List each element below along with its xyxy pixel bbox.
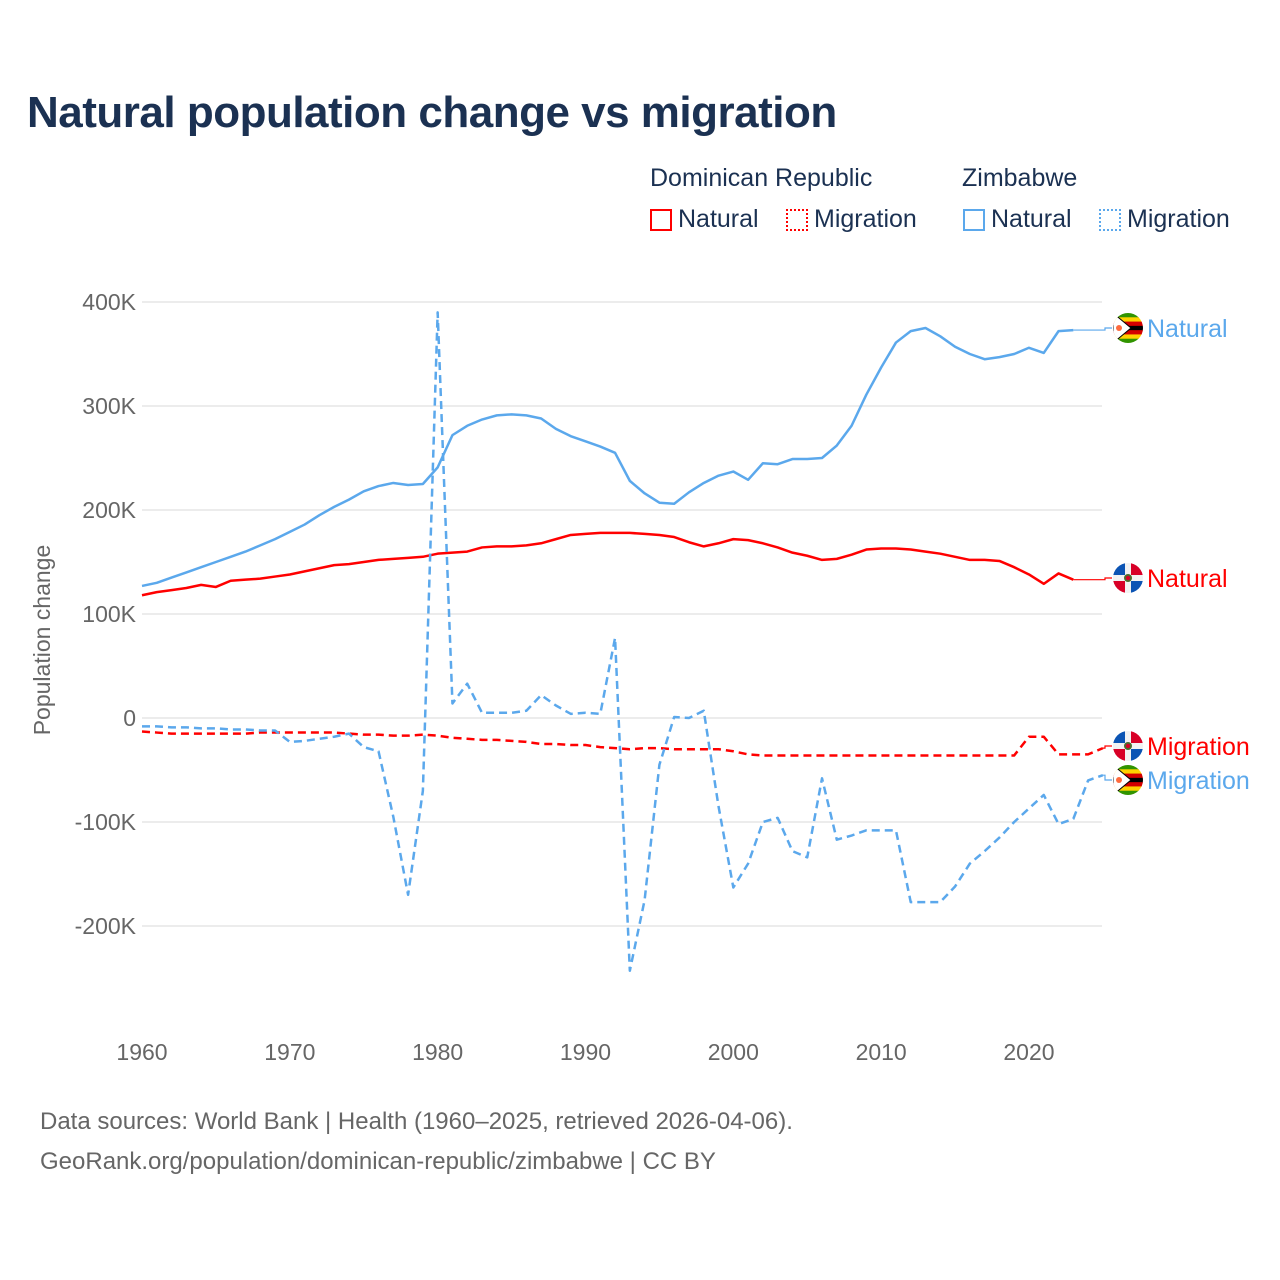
- flag-stripe: [1113, 765, 1143, 770]
- flag-quarter: [1113, 581, 1125, 593]
- label-connector: [1102, 774, 1112, 781]
- flag-stripe: [1113, 773, 1143, 779]
- x-tick-label: 2000: [708, 1039, 759, 1065]
- series-label: Natural: [1147, 315, 1228, 343]
- flag-star: [1116, 325, 1122, 331]
- flag-quarter: [1131, 731, 1143, 743]
- flag-quarter: [1131, 749, 1143, 761]
- flag-stripe: [1113, 782, 1143, 787]
- y-tick-label: 300K: [82, 393, 136, 419]
- series-line-zimbabwe-migration: [142, 311, 1104, 972]
- flag-stripe: [1113, 334, 1143, 340]
- y-tick-label: 0: [123, 705, 136, 731]
- flag-body: [1113, 313, 1143, 343]
- flag-body: [1113, 765, 1143, 795]
- legend-dr-migration[interactable]: Migration: [786, 205, 917, 234]
- flag-quarter: [1113, 749, 1125, 761]
- y-tick-label: 200K: [82, 497, 136, 523]
- legend-swatch: [963, 208, 985, 231]
- flag-quarter: [1131, 563, 1143, 575]
- flag-stripe: [1113, 330, 1143, 335]
- series-label: Natural: [1147, 565, 1228, 593]
- y-tick-label: 400K: [82, 289, 136, 315]
- series-line-dominican-republic-natural: [141, 531, 1074, 597]
- legend-dr-natural[interactable]: Natural: [650, 205, 759, 234]
- series-line-zimbabwe-natural: [141, 326, 1074, 588]
- legend-group-zimbabwe: Zimbabwe: [962, 164, 1078, 192]
- flag-body: [1113, 563, 1143, 593]
- x-tick-label: 1990: [560, 1039, 611, 1065]
- flag-stripe: [1113, 338, 1143, 343]
- legend-swatch: [1099, 208, 1121, 231]
- x-tick-label: 1960: [116, 1039, 167, 1065]
- series-label: Migration: [1147, 733, 1250, 761]
- x-tick-label: 1970: [264, 1039, 315, 1065]
- dominican-republic-flag-icon: [1113, 731, 1143, 761]
- legend-label: Migration: [814, 205, 917, 233]
- flag-emblem-center: [1125, 743, 1131, 749]
- flag-star: [1116, 777, 1122, 783]
- flag-quarter: [1113, 731, 1125, 743]
- zimbabwe-flag-icon: [1113, 313, 1143, 343]
- flag-body: [1113, 731, 1143, 761]
- legend-swatch: [650, 208, 672, 231]
- footer-link[interactable]: GeoRank.org/population/dominican-republi…: [40, 1148, 716, 1175]
- flag-quarter: [1113, 563, 1125, 575]
- dominican-republic-flag-icon: [1113, 563, 1143, 593]
- flag-stripe: [1113, 313, 1143, 318]
- flag-stripe: [1113, 321, 1143, 327]
- y-tick-label: -100K: [75, 809, 137, 835]
- x-tick-label: 2010: [856, 1039, 907, 1065]
- y-tick-label: -200K: [75, 913, 137, 939]
- flag-stripe: [1113, 317, 1143, 323]
- legend-label: Migration: [1127, 205, 1230, 233]
- legend-swatch: [786, 208, 808, 231]
- zimbabwe-flag-icon: [1113, 765, 1143, 795]
- flag-quarter: [1131, 581, 1143, 593]
- series-label: Migration: [1147, 767, 1250, 795]
- y-tick-label: 100K: [82, 601, 136, 627]
- flag-stripe: [1113, 790, 1143, 795]
- label-connector: [1073, 327, 1112, 331]
- footer-sources: Data sources: World Bank | Health (1960–…: [40, 1108, 793, 1135]
- chart-title: Natural population change vs migration: [27, 88, 837, 137]
- series-line-dominican-republic-migration: [141, 730, 1104, 757]
- legend-label: Natural: [991, 205, 1072, 233]
- legend-zw-migration[interactable]: Migration: [1099, 205, 1230, 234]
- legend-group-dominican-republic: Dominican Republic: [650, 164, 873, 192]
- x-tick-label: 1980: [412, 1039, 463, 1065]
- flag-stripe: [1113, 786, 1143, 792]
- label-connector: [1073, 577, 1112, 581]
- y-axis-label: Population change: [29, 545, 55, 736]
- flag-stripe: [1113, 769, 1143, 775]
- flag-emblem-center: [1125, 575, 1131, 581]
- legend-label: Natural: [678, 205, 759, 233]
- x-tick-label: 2020: [1003, 1039, 1054, 1065]
- label-connector: [1102, 745, 1112, 749]
- legend-zw-natural[interactable]: Natural: [963, 205, 1072, 234]
